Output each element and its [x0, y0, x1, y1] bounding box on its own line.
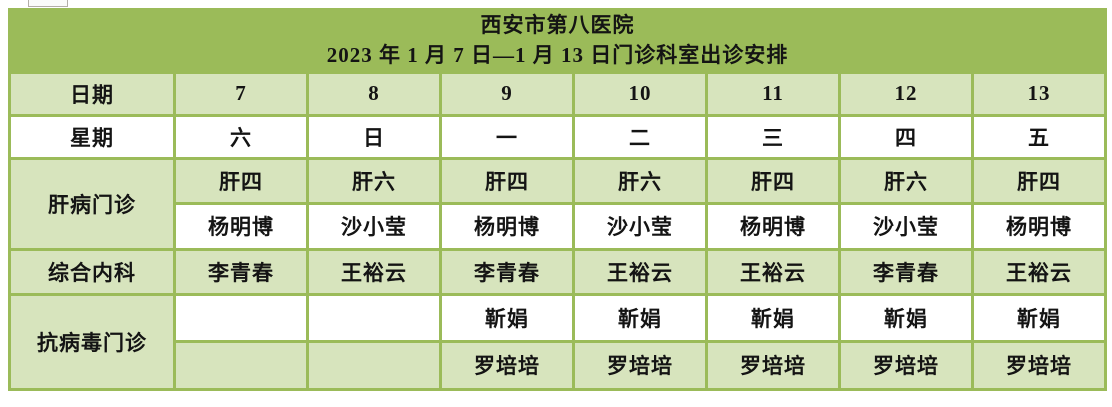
schedule-cell: 肝六	[306, 156, 442, 205]
schedule-cell: 罗培培	[838, 339, 974, 391]
week-cell: 二	[572, 113, 708, 160]
schedule-cell: 沙小莹	[306, 201, 442, 251]
title-line-1: 西安市第八医院	[480, 13, 635, 37]
top-edge-artifact	[28, 0, 68, 7]
schedule-cell: 李青春	[439, 247, 575, 296]
schedule-cell: 沙小莹	[572, 201, 708, 251]
schedule-cell: 王裕云	[306, 247, 442, 296]
date-cell: 8	[306, 70, 442, 117]
schedule-cell: 靳娟	[971, 292, 1107, 343]
schedule-cell: 杨明博	[173, 201, 309, 251]
schedule-cell: 沙小莹	[838, 201, 974, 251]
schedule-cell: 王裕云	[971, 247, 1107, 296]
date-cell: 9	[439, 70, 575, 117]
schedule-cell	[306, 339, 442, 391]
schedule-cell: 罗培培	[971, 339, 1107, 391]
date-row-label: 日期	[8, 70, 176, 117]
section-label-cell: 肝病门诊	[8, 156, 176, 251]
table-title-cell: 西安市第八医院 2023 年 1 月 7 日—1 月 13 日门诊科室出诊安排	[8, 8, 1107, 74]
date-cell: 12	[838, 70, 974, 117]
week-cell: 五	[971, 113, 1107, 160]
week-cell: 一	[439, 113, 575, 160]
schedule-cell: 杨明博	[439, 201, 575, 251]
schedule-table: 西安市第八医院 2023 年 1 月 7 日—1 月 13 日门诊科室出诊安排日期…	[8, 8, 1107, 391]
schedule-cell: 罗培培	[705, 339, 841, 391]
section-label-cell: 抗病毒门诊	[8, 292, 176, 391]
schedule-cell	[306, 292, 442, 343]
section-label-cell: 综合内科	[8, 247, 176, 296]
date-cell: 13	[971, 70, 1107, 117]
schedule-cell: 李青春	[838, 247, 974, 296]
schedule-cell: 靳娟	[705, 292, 841, 343]
week-cell: 三	[705, 113, 841, 160]
schedule-cell: 肝四	[173, 156, 309, 205]
schedule-cell: 罗培培	[572, 339, 708, 391]
schedule-cell: 杨明博	[705, 201, 841, 251]
schedule-cell	[173, 339, 309, 391]
date-cell: 7	[173, 70, 309, 117]
schedule-cell: 靳娟	[572, 292, 708, 343]
schedule-cell: 肝四	[971, 156, 1107, 205]
schedule-cell: 罗培培	[439, 339, 575, 391]
week-row-label: 星期	[8, 113, 176, 160]
week-cell: 日	[306, 113, 442, 160]
title-line-2: 2023 年 1 月 7 日—1 月 13 日门诊科室出诊安排	[326, 42, 789, 67]
schedule-cell: 杨明博	[971, 201, 1107, 251]
schedule-cell: 靳娟	[439, 292, 575, 343]
date-cell: 11	[705, 70, 841, 117]
schedule-cell: 肝四	[705, 156, 841, 205]
schedule-cell: 李青春	[173, 247, 309, 296]
schedule-cell: 肝六	[572, 156, 708, 205]
date-cell: 10	[572, 70, 708, 117]
schedule-cell: 肝六	[838, 156, 974, 205]
schedule-cell: 肝四	[439, 156, 575, 205]
schedule-cell	[173, 292, 309, 343]
week-cell: 六	[173, 113, 309, 160]
week-cell: 四	[838, 113, 974, 160]
schedule-cell: 王裕云	[572, 247, 708, 296]
schedule-cell: 靳娟	[838, 292, 974, 343]
schedule-cell: 王裕云	[705, 247, 841, 296]
